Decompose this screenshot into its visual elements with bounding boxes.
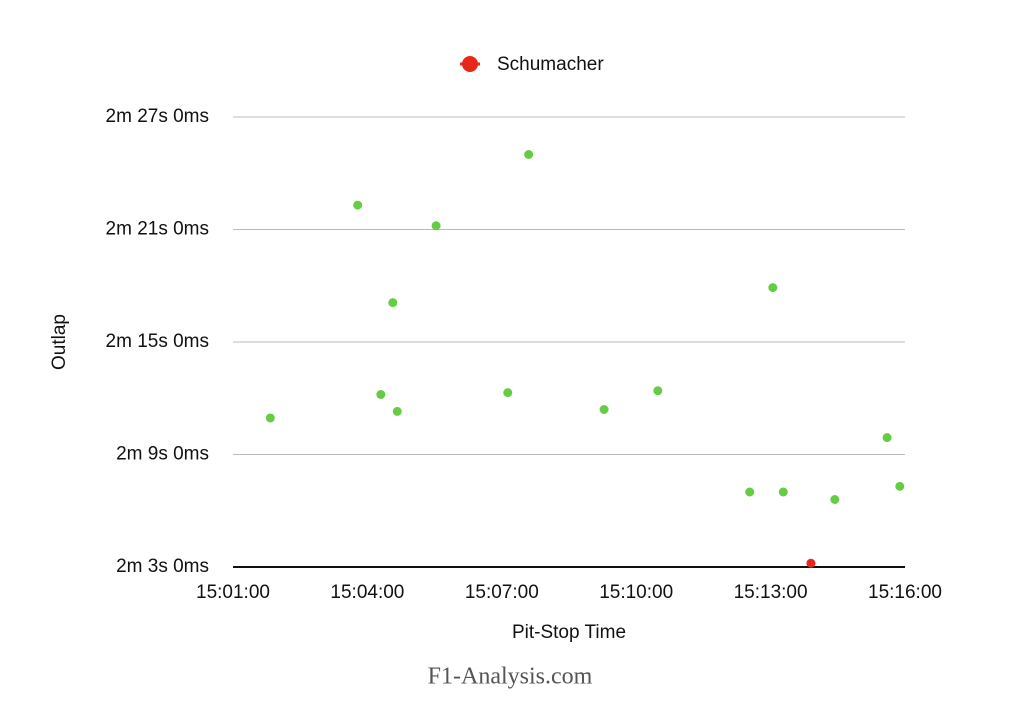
source: F1-Analysis.com (428, 664, 593, 690)
point (768, 283, 778, 293)
x-tick-label: 15:13:00 (734, 582, 808, 603)
point (376, 390, 386, 399)
point (806, 558, 816, 568)
y-axis-label: Outlap (49, 314, 70, 370)
point (524, 150, 534, 159)
point (599, 405, 609, 414)
legend-label: Schumacher (497, 54, 604, 75)
legend-marker (462, 56, 478, 72)
point (830, 495, 840, 504)
x-tick-label: 15:07:00 (465, 582, 539, 603)
x-tick-label: 15:04:00 (330, 582, 404, 603)
point (778, 487, 788, 497)
point (431, 221, 441, 231)
point (895, 481, 905, 491)
point (503, 388, 513, 398)
y-tick-label: 2m 15s 0ms (106, 331, 209, 352)
y-tick-label: 2m 3s 0ms (116, 556, 209, 577)
point (388, 298, 398, 308)
point (392, 406, 402, 416)
x-tick-label: 15:01:00 (196, 582, 270, 603)
x-tick-label: 15:10:00 (599, 582, 673, 603)
point (745, 487, 755, 497)
point (882, 433, 892, 443)
y-tick-label: 2m 9s 0ms (116, 444, 209, 465)
y-tick-label: 2m 21s 0ms (106, 219, 209, 240)
point (265, 413, 275, 423)
y-tick-label: 2m 27s 0ms (106, 106, 209, 127)
x-tick-label: 15:16:00 (868, 582, 942, 603)
point (653, 386, 663, 396)
point (353, 200, 363, 210)
x-axis-label: Pit-Stop Time (512, 622, 626, 643)
